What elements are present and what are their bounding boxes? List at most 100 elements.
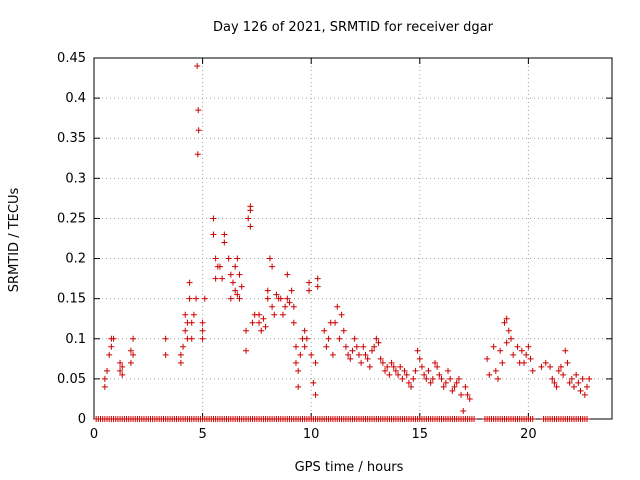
x-axis-label: GPS time / hours	[295, 460, 404, 475]
data-point	[466, 395, 473, 402]
data-point-zero	[584, 416, 591, 422]
data-point	[557, 363, 564, 370]
data-point	[336, 335, 343, 342]
x-tick-label: 15	[412, 427, 429, 442]
data-point	[227, 271, 234, 278]
data-point	[434, 363, 441, 370]
data-point	[486, 371, 493, 378]
data-point	[292, 343, 299, 350]
data-point	[334, 303, 341, 310]
data-point	[221, 231, 228, 238]
data-point	[279, 311, 286, 318]
data-point	[568, 375, 575, 382]
data-point	[288, 287, 295, 294]
data-point	[586, 375, 593, 382]
data-point	[423, 375, 430, 382]
data-point	[523, 351, 530, 358]
data-point	[449, 387, 456, 394]
data-point	[364, 355, 371, 362]
data-point	[216, 263, 223, 270]
data-point	[427, 379, 434, 386]
data-point	[499, 359, 506, 366]
data-point	[503, 315, 510, 322]
x-tick-label: 0	[90, 427, 98, 442]
data-point	[438, 375, 445, 382]
data-point	[247, 223, 254, 230]
x-tick-label: 10	[303, 427, 320, 442]
data-point-zero	[529, 416, 536, 422]
data-point	[264, 295, 271, 302]
data-point	[117, 367, 124, 374]
data-point	[351, 335, 358, 342]
data-point	[219, 275, 226, 282]
data-point	[577, 387, 584, 394]
data-point	[445, 367, 452, 374]
data-point	[232, 263, 239, 270]
data-points	[93, 63, 593, 422]
data-point	[501, 319, 508, 326]
data-point	[338, 311, 345, 318]
data-point	[177, 359, 184, 366]
data-point	[347, 355, 354, 362]
data-point	[395, 371, 402, 378]
data-point	[236, 271, 243, 278]
data-point	[193, 295, 200, 302]
data-point	[562, 347, 569, 354]
data-point	[560, 371, 567, 378]
data-point	[256, 311, 263, 318]
data-point	[210, 215, 217, 222]
data-point	[462, 383, 469, 390]
data-point	[492, 367, 499, 374]
data-point	[429, 375, 436, 382]
data-point	[584, 383, 591, 390]
data-point	[453, 379, 460, 386]
data-point	[195, 107, 202, 114]
data-point	[542, 359, 549, 366]
data-point	[186, 279, 193, 286]
data-point	[360, 343, 367, 350]
data-point	[366, 363, 373, 370]
data-point	[314, 283, 321, 290]
data-point	[282, 303, 289, 310]
data-point	[262, 323, 269, 330]
data-point	[382, 367, 389, 374]
data-point	[292, 359, 299, 366]
data-point	[295, 367, 302, 374]
data-point	[447, 375, 454, 382]
data-point	[119, 371, 126, 378]
data-point	[106, 351, 113, 358]
data-point	[410, 375, 417, 382]
data-point	[188, 319, 195, 326]
data-point	[127, 359, 134, 366]
data-point	[321, 327, 328, 334]
data-point	[295, 383, 302, 390]
data-point	[104, 367, 111, 374]
data-point	[392, 367, 399, 374]
data-point	[555, 367, 562, 374]
data-point	[232, 287, 239, 294]
x-axis: 0 5 10 15 20	[90, 58, 537, 442]
data-point	[301, 327, 308, 334]
data-point	[399, 375, 406, 382]
data-point	[130, 351, 137, 358]
data-point	[312, 391, 319, 398]
data-point	[260, 315, 267, 322]
data-point	[195, 127, 202, 134]
data-point	[180, 343, 187, 350]
data-point	[497, 347, 504, 354]
data-point	[162, 335, 169, 342]
data-point	[329, 351, 336, 358]
x-tick-label: 5	[198, 427, 206, 442]
data-point	[494, 375, 501, 382]
data-point	[573, 371, 580, 378]
data-point	[358, 359, 365, 366]
data-point	[388, 359, 395, 366]
data-point	[442, 379, 449, 386]
data-point	[119, 363, 126, 370]
data-point	[130, 335, 137, 342]
data-point	[418, 363, 425, 370]
data-point	[527, 355, 534, 362]
data-point	[247, 203, 254, 210]
data-point	[117, 359, 124, 366]
data-point	[249, 319, 256, 326]
